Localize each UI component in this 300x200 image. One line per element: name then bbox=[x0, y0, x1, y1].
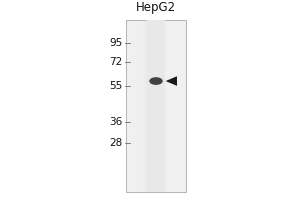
Bar bbox=[147, 20, 165, 192]
Text: 72: 72 bbox=[109, 57, 122, 67]
Text: 95: 95 bbox=[109, 38, 122, 48]
Ellipse shape bbox=[149, 77, 163, 85]
Text: 55: 55 bbox=[109, 81, 122, 91]
Text: 28: 28 bbox=[109, 138, 122, 148]
Bar bbox=[146, 20, 147, 192]
Bar bbox=[145, 20, 147, 192]
Polygon shape bbox=[166, 76, 177, 86]
Text: 36: 36 bbox=[109, 117, 122, 127]
Text: HepG2: HepG2 bbox=[136, 1, 176, 14]
Bar bbox=[126, 20, 186, 192]
Bar bbox=[143, 20, 147, 192]
